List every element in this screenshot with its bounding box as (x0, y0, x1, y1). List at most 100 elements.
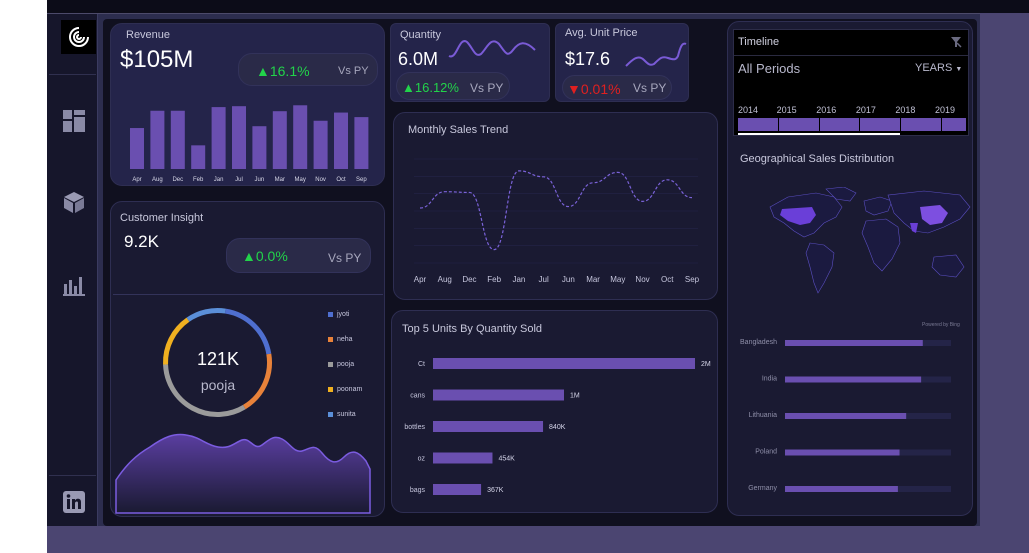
timeline-year[interactable]: 2019 (935, 105, 956, 115)
unit-price-vs: Vs PY (633, 81, 667, 95)
legend-item: sunita (328, 411, 356, 418)
cube-icon[interactable] (63, 191, 85, 213)
geo-country-label: Poland (755, 449, 777, 456)
revenue-bar-chart: Apr Aug Dec Feb Jan Jul Jun Mar May Nov Oct Sep (130, 105, 369, 183)
revenue-bar (293, 105, 308, 169)
revenue-value: $105M (120, 46, 194, 73)
timeline-unit-dropdown[interactable]: YEARS ▼ (915, 62, 962, 74)
timeline-title: Timeline (738, 36, 780, 48)
revenue-x-label: May (295, 177, 306, 183)
chevron-down-icon: ▼ (955, 66, 963, 73)
quantity-change-pill: ▲16.12% Vs PY (396, 72, 510, 100)
top-divider (47, 13, 980, 14)
map-south-america (805, 242, 835, 294)
legend-label: pooja (337, 361, 355, 368)
map-africa (861, 218, 901, 272)
revenue-x-label: Mar (275, 177, 285, 183)
legend-swatch (328, 337, 333, 342)
monthly-trend-card: Monthly Sales Trend Apr Aug Dec Feb Jan Jul Ju… (393, 112, 718, 300)
top5-card: Top 5 Units By Quantity Sold Ct 2M cans 1M b… (391, 310, 718, 513)
logo-icon (68, 27, 89, 47)
timeline-segment[interactable] (820, 118, 861, 131)
linkedin-icon[interactable] (63, 491, 85, 513)
clear-filter-icon[interactable] (950, 36, 962, 48)
unit-price-card: Avg. Unit Price $17.6 ▼0.01% Vs PY (555, 23, 689, 102)
timeline-years: 2014 2015 2016 2017 2018 2019 (738, 105, 964, 115)
revenue-bar (232, 106, 246, 169)
customer-change: ▲0.0% (242, 248, 288, 264)
timeline-scrollbar[interactable] (738, 133, 900, 135)
timeline-segment[interactable] (901, 118, 943, 131)
bar-chart-icon[interactable] (63, 274, 85, 296)
geo-country-label: Bangladesh (740, 339, 777, 346)
revenue-x-label: Jul (235, 177, 243, 183)
top5-bar (433, 484, 482, 495)
map-greenland (825, 187, 857, 202)
top5-category-label: oz (418, 456, 426, 463)
timeline-slicer[interactable]: Timeline All Periods YEARS ▼ 2014 2015 2… (733, 29, 969, 136)
timeline-periods: All Periods (738, 61, 801, 76)
top5-title: Top 5 Units By Quantity Sold (402, 323, 543, 335)
top-bar (47, 0, 1029, 13)
timeline-year[interactable]: 2014 (738, 105, 759, 115)
quantity-value: 6.0M (398, 49, 439, 69)
legend-swatch (328, 387, 333, 392)
revenue-x-label: Apr (132, 177, 141, 183)
revenue-bar (272, 111, 287, 169)
revenue-x-label: Jun (255, 177, 265, 183)
top5-value-label: 367K (487, 487, 504, 494)
logo[interactable] (61, 20, 96, 54)
geo-bar (785, 486, 898, 492)
top5-value-label: 840K (549, 424, 566, 431)
background-strip-bottom (47, 526, 1029, 553)
geo-bar (785, 449, 900, 456)
world-map[interactable] (764, 187, 974, 312)
trend-x-label: Jul (539, 275, 549, 284)
revenue-x-label: Jan (214, 177, 224, 183)
timeline-year[interactable]: 2017 (855, 105, 876, 115)
timeline-segment[interactable] (779, 118, 820, 131)
donut-slice (242, 353, 272, 410)
background-strip-right (980, 13, 1029, 527)
up-arrow-icon: ▲ (402, 80, 415, 95)
quantity-title: Quantity (400, 29, 441, 41)
legend-label: sunita (337, 411, 356, 418)
revenue-bar (211, 107, 226, 169)
trend-x-label: Jun (562, 275, 575, 284)
customer-change-pill: ▲0.0% Vs PY (226, 238, 371, 273)
timeline-year[interactable]: 2015 (776, 105, 797, 115)
geo-country-label: India (762, 376, 777, 383)
timeline-segment[interactable] (942, 118, 966, 131)
legend-label: neha (337, 336, 353, 343)
revenue-bar (252, 126, 267, 169)
donut-center-value: 121K (196, 349, 240, 369)
revenue-change: ▲16.1% (256, 63, 310, 79)
unit-price-change-pill: ▼0.01% Vs PY (562, 75, 672, 100)
timeline-year[interactable]: 2016 (816, 105, 837, 115)
revenue-bar (150, 110, 165, 169)
top5-category-label: cans (410, 393, 425, 400)
geo-bar (785, 340, 923, 346)
revenue-card: Revenue $105M ▲16.1% Vs PY Apr Aug Dec Feb J… (110, 23, 385, 186)
revenue-bar (334, 112, 348, 169)
top5-value-label: 454K (498, 456, 515, 463)
up-arrow-icon: ▲ (256, 63, 270, 79)
timeline-year[interactable]: 2018 (895, 105, 916, 115)
revenue-x-label: Sep (356, 177, 367, 183)
timeline-segment[interactable] (738, 118, 779, 131)
timeline-bar[interactable] (738, 118, 966, 131)
top5-value-label: 2M (701, 361, 711, 368)
timeline-segment[interactable] (860, 118, 902, 131)
map-australia (931, 254, 965, 278)
monthly-trend-title: Monthly Sales Trend (408, 124, 509, 136)
customer-area-chart (115, 433, 371, 514)
revenue-x-label: Aug (152, 177, 163, 183)
trend-x-label: Nov (635, 275, 649, 284)
top5-value-label: 1M (570, 393, 580, 400)
geo-country-label: Lithuania (749, 412, 778, 419)
geo-country-label: Germany (748, 485, 777, 492)
grid-icon[interactable] (63, 110, 85, 132)
revenue-x-label: Feb (193, 177, 204, 183)
trend-x-label: Apr (414, 275, 427, 284)
top5-category-label: Ct (418, 361, 425, 368)
